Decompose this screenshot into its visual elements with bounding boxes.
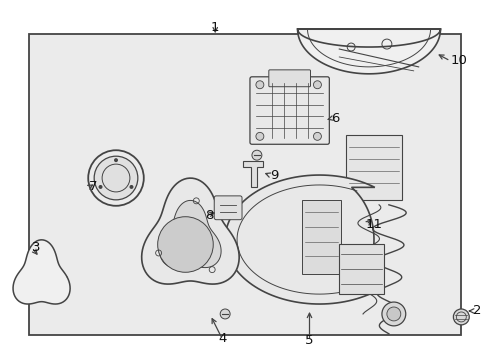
Text: 10: 10 — [450, 54, 467, 67]
Circle shape — [314, 132, 321, 140]
Circle shape — [387, 307, 401, 321]
Polygon shape — [225, 175, 375, 304]
FancyBboxPatch shape — [346, 135, 402, 200]
Polygon shape — [13, 240, 70, 304]
Text: 1: 1 — [211, 21, 220, 34]
FancyBboxPatch shape — [339, 244, 384, 294]
Circle shape — [252, 150, 262, 160]
Text: 9: 9 — [270, 168, 278, 181]
Circle shape — [256, 132, 264, 140]
Text: 7: 7 — [89, 180, 98, 193]
Circle shape — [98, 185, 102, 189]
Text: 8: 8 — [205, 209, 214, 222]
Polygon shape — [160, 201, 221, 267]
Text: 6: 6 — [331, 112, 340, 125]
Text: 5: 5 — [305, 334, 314, 347]
Polygon shape — [297, 29, 441, 74]
Circle shape — [382, 302, 406, 326]
Circle shape — [314, 81, 321, 89]
Polygon shape — [142, 178, 239, 284]
Text: 4: 4 — [218, 332, 226, 345]
Text: 2: 2 — [473, 305, 482, 318]
Text: 11: 11 — [366, 218, 383, 231]
Text: 3: 3 — [32, 241, 40, 254]
FancyBboxPatch shape — [250, 77, 329, 144]
FancyBboxPatch shape — [301, 200, 341, 274]
Circle shape — [94, 156, 138, 200]
Circle shape — [220, 309, 230, 319]
Circle shape — [158, 217, 213, 272]
Polygon shape — [243, 161, 263, 187]
Circle shape — [453, 309, 469, 325]
Circle shape — [256, 81, 264, 89]
FancyBboxPatch shape — [214, 196, 242, 220]
Circle shape — [129, 185, 133, 189]
Circle shape — [114, 158, 118, 162]
Bar — [29, 34, 461, 335]
FancyBboxPatch shape — [269, 70, 311, 87]
